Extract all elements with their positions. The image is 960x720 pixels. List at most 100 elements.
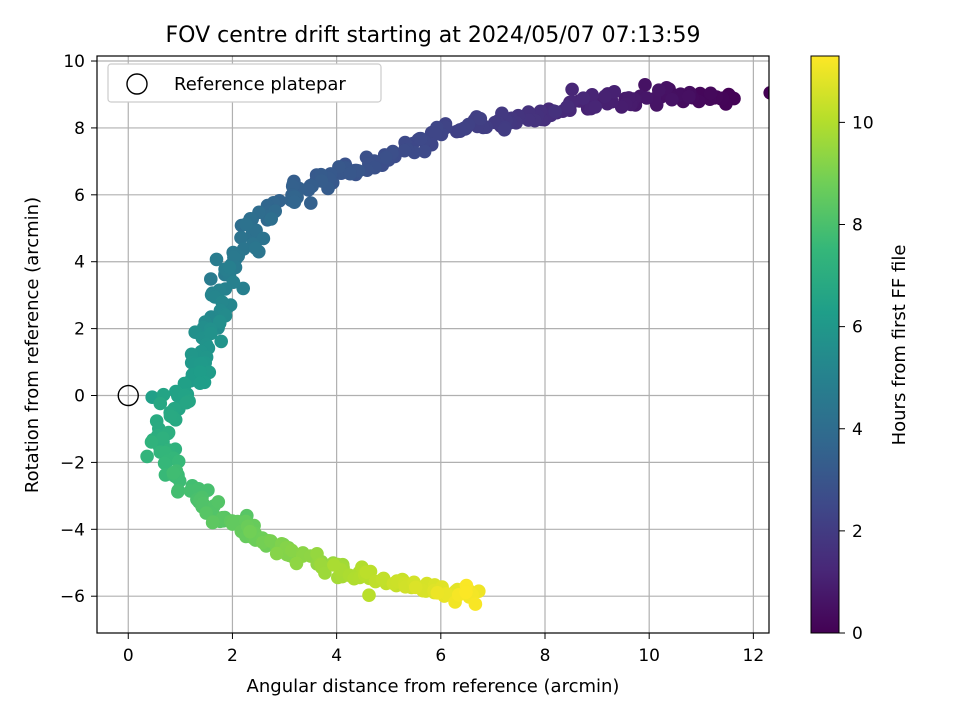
- data-point: [560, 99, 575, 114]
- data-point: [327, 558, 341, 572]
- colorbar-tick-label: 4: [852, 420, 863, 440]
- data-point: [193, 376, 207, 391]
- data-point: [157, 456, 172, 471]
- data-point: [248, 241, 263, 255]
- data-point: [497, 123, 512, 137]
- data-point: [171, 485, 185, 499]
- data-point: [459, 585, 473, 600]
- data-point: [408, 580, 423, 595]
- y-tick-label: 10: [63, 52, 85, 72]
- y-axis-label: Rotation from reference (arcmin): [22, 197, 43, 493]
- y-tick-label: −2: [60, 453, 85, 473]
- data-point: [264, 212, 279, 226]
- x-tick-label: 4: [331, 646, 342, 666]
- data-point: [264, 534, 278, 548]
- data-point: [144, 435, 159, 449]
- data-point: [473, 111, 488, 126]
- legend: Reference platepar: [107, 63, 382, 103]
- data-point: [428, 127, 443, 141]
- data-point: [453, 123, 467, 137]
- data-point: [206, 515, 220, 529]
- y-tick-label: −6: [60, 587, 85, 607]
- colorbar-frame: [810, 55, 840, 634]
- data-point: [375, 572, 390, 586]
- colorbar-ticks: 0 2 4 6 8 10: [839, 113, 874, 644]
- data-point: [214, 334, 228, 349]
- data-point: [285, 543, 299, 558]
- colorbar-tick-label: 6: [852, 318, 863, 338]
- data-point: [209, 252, 224, 267]
- x-axis-label: Angular distance from reference (arcmin): [247, 676, 620, 697]
- data-point: [588, 100, 603, 114]
- data-point: [140, 449, 154, 464]
- reference-point: [117, 384, 139, 407]
- data-point: [179, 395, 194, 410]
- data-point: [304, 196, 318, 210]
- y-tick-label: 4: [74, 253, 85, 273]
- data-point: [652, 83, 666, 97]
- data-point: [243, 524, 257, 539]
- data-point: [193, 365, 207, 379]
- x-tick-label: 0: [123, 646, 134, 666]
- data-point: [430, 586, 445, 600]
- colorbar-tick-label: 8: [852, 216, 863, 236]
- data-point: [763, 86, 769, 100]
- data-point: [239, 217, 253, 232]
- data-point: [638, 78, 652, 92]
- data-point: [204, 272, 218, 286]
- data-point: [213, 314, 227, 329]
- data-point: [236, 281, 250, 296]
- data-point: [318, 566, 332, 580]
- plot-frame: [96, 55, 770, 634]
- data-point: [153, 396, 168, 411]
- data-point: [359, 565, 374, 579]
- data-point: [287, 195, 302, 209]
- legend-marker-icon: [126, 73, 148, 95]
- data-point: [379, 150, 393, 165]
- data-point: [204, 326, 218, 341]
- y-tick-label: 8: [74, 119, 85, 139]
- data-point: [269, 546, 284, 561]
- data-point: [163, 409, 178, 423]
- colorbar-tick-label: 2: [852, 522, 863, 542]
- chart-title: FOV centre drift starting at 2024/05/07 …: [166, 23, 701, 48]
- data-point: [256, 231, 271, 246]
- data-point: [222, 260, 237, 275]
- colorbar-label: Hours from first FF file: [889, 245, 910, 446]
- y-axis-ticks: −6 −4 −2 0 2 4 6 8 10: [60, 52, 97, 607]
- data-point: [417, 144, 432, 159]
- y-tick-label: 2: [74, 320, 85, 340]
- y-tick-label: 0: [74, 387, 85, 407]
- data-point: [166, 466, 181, 480]
- y-tick-label: −4: [60, 520, 85, 540]
- data-point: [639, 91, 654, 105]
- data-point: [598, 89, 612, 104]
- data-point: [156, 431, 170, 445]
- data-point: [414, 131, 428, 146]
- data-point: [362, 588, 376, 602]
- data-point: [682, 89, 696, 104]
- reference-marker: [117, 384, 139, 407]
- legend-entry-reference: Reference platepar: [174, 74, 346, 95]
- scatter-points: [140, 78, 769, 611]
- x-tick-label: 8: [540, 646, 551, 666]
- data-point: [703, 86, 718, 101]
- legend-box: [107, 63, 382, 103]
- data-point: [343, 166, 357, 181]
- data-point: [665, 92, 679, 107]
- x-tick-label: 10: [638, 646, 660, 666]
- data-point: [565, 82, 579, 97]
- colorbar: [811, 56, 839, 633]
- data-point: [177, 376, 192, 391]
- data-point: [548, 104, 562, 119]
- data-point: [289, 556, 304, 571]
- data-point: [576, 91, 591, 105]
- x-tick-label: 12: [743, 646, 765, 666]
- x-axis-ticks: 0 2 4 6 8 10 12: [123, 633, 764, 666]
- y-tick-label: 6: [74, 186, 85, 206]
- colorbar-tick-label: 0: [852, 624, 863, 644]
- data-point: [234, 230, 248, 245]
- data-point: [211, 495, 226, 509]
- x-tick-label: 6: [435, 646, 446, 666]
